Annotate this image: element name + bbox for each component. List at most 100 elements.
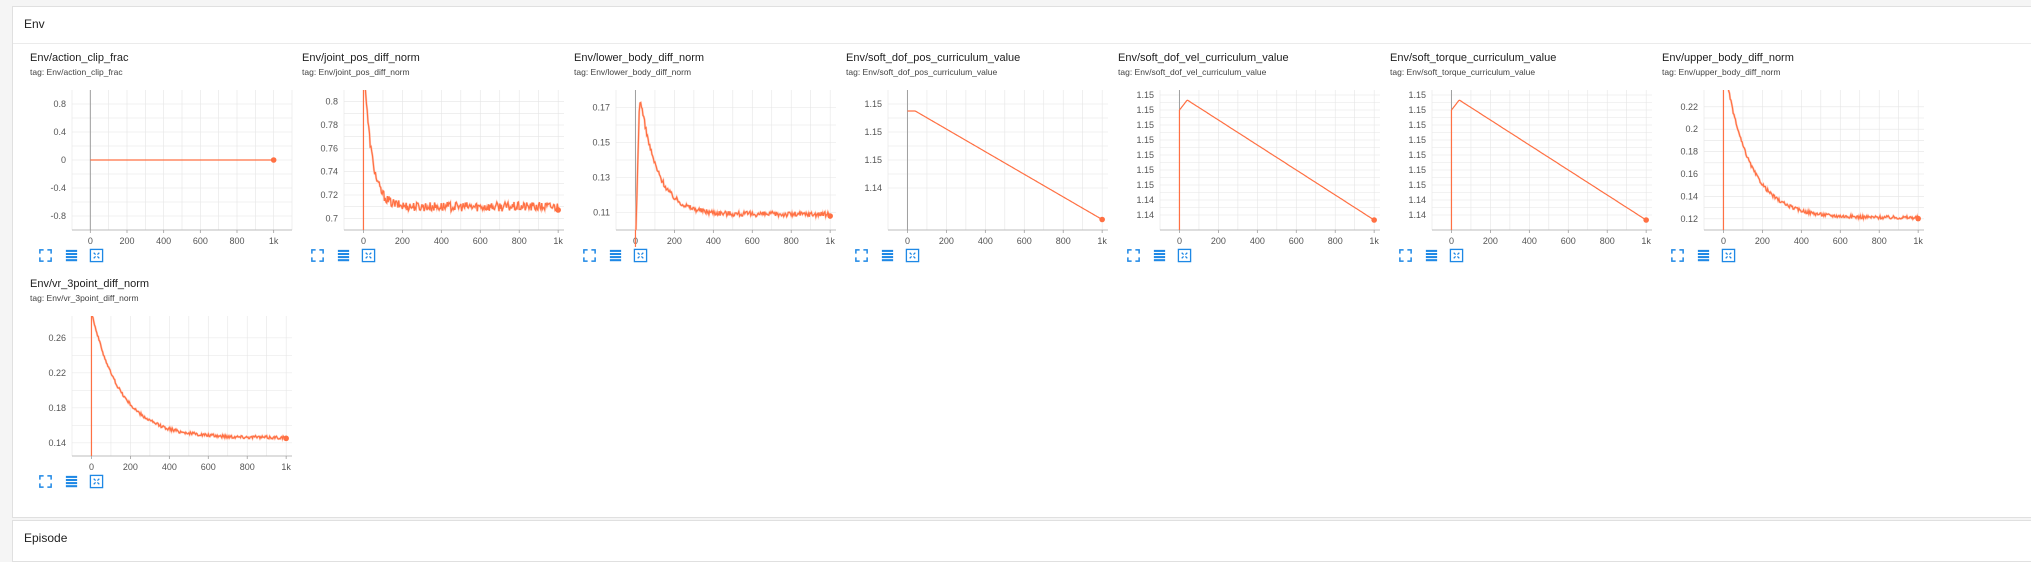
chart-card: Env/vr_3point_diff_norm tag: Env/vr_3poin… [14,226,292,489]
fullscreen-icon[interactable] [310,248,325,263]
data-table-icon[interactable] [64,248,79,263]
y-tick-label: 0.17 [592,103,610,113]
x-tick-label: 200 [1483,236,1498,246]
last-point-marker [555,207,561,213]
chart-card: Env/soft_dof_vel_curriculum_value tag: En… [1102,0,1380,263]
chart-card: Env/soft_torque_curriculum_value tag: Env… [1374,0,1652,263]
line-chart[interactable]: 0.26 0.22 0.18 0.14 0 200 400 600 800 1k [14,308,292,478]
x-tick-label: 400 [1250,236,1265,246]
chart-card: Env/action_clip_frac tag: Env/action_clip… [14,0,293,263]
x-tick-label: 0 [1177,236,1182,246]
y-tick-label: 1.14 [864,183,882,193]
y-tick-label: 1.15 [1408,150,1426,160]
chart-title: Env/soft_dof_pos_curriculum_value [846,52,1021,64]
x-tick-label: 1k [281,462,291,472]
x-tick-label: 0 [89,462,94,472]
fit-domain-icon[interactable] [633,248,648,263]
section-title-env[interactable]: Env [24,17,45,31]
y-tick-label: 1.14 [1136,195,1154,205]
data-table-icon[interactable] [1424,248,1439,263]
chart-tag: tag: Env/vr_3point_diff_norm [30,293,139,303]
x-tick-label: 600 [745,236,760,246]
y-tick-label: 0.76 [320,143,338,153]
x-tick-label: 0 [1721,236,1726,246]
y-tick-label: 1.15 [1136,135,1154,145]
data-table-icon[interactable] [608,248,623,263]
y-tick-label: 1.15 [1136,180,1154,190]
fullscreen-icon[interactable] [854,248,869,263]
last-point-marker [1643,217,1649,223]
data-table-icon[interactable] [880,248,895,263]
data-table-icon[interactable] [1152,248,1167,263]
line-chart[interactable]: 0.8 0.78 0.76 0.74 0.72 0.7 0 200 400 600 800 1k [286,82,564,252]
y-tick-label: 0 [61,155,66,165]
last-point-marker [1915,215,1921,222]
fit-domain-icon[interactable] [1721,248,1736,263]
x-tick-label: 800 [229,236,244,246]
x-tick-label: 800 [1872,236,1887,246]
y-tick-label: 0.22 [1680,102,1698,112]
line-chart[interactable]: 0.22 0.2 0.18 0.16 0.14 0.12 0 200 400 600 800 1k [1646,82,1924,252]
section-env: Env [12,6,2031,518]
x-tick-label: 800 [512,236,527,246]
line-chart[interactable]: 1.15 1.15 1.15 1.15 1.15 1.15 1.15 1.14 1.14 0 200… [1102,82,1380,252]
x-tick-label: 600 [193,236,208,246]
line-chart[interactable]: 1.15 1.15 1.15 1.14 0 200 400 600 800 1k [830,82,1108,252]
chart-card: Env/soft_dof_pos_curriculum_value tag: En… [830,0,1108,263]
y-tick-label: 1.15 [864,127,882,137]
x-tick-label: 800 [1056,236,1071,246]
x-tick-label: 1k [825,236,835,246]
fit-domain-icon[interactable] [1449,248,1464,263]
chart-tag: tag: Env/action_clip_frac [30,67,123,77]
x-tick-label: 400 [978,236,993,246]
y-tick-label: 0.7 [325,213,338,223]
y-tick-label: 0.13 [592,173,610,183]
x-tick-label: 200 [667,236,682,246]
fullscreen-icon[interactable] [38,474,53,489]
y-tick-label: 1.15 [1408,105,1426,115]
last-point-marker [283,435,289,442]
chart-title: Env/upper_body_diff_norm [1662,52,1794,64]
y-tick-label: 0.2 [1685,124,1698,134]
x-tick-label: 800 [1328,236,1343,246]
x-tick-label: 800 [1600,236,1615,246]
x-tick-label: 400 [162,462,177,472]
x-tick-label: 800 [240,462,255,472]
x-tick-label: 600 [1833,236,1848,246]
y-tick-label: 0.14 [48,438,66,448]
fullscreen-icon[interactable] [1398,248,1413,263]
fit-domain-icon[interactable] [361,248,376,263]
fullscreen-icon[interactable] [582,248,597,263]
data-table-icon[interactable] [1696,248,1711,263]
fullscreen-icon[interactable] [1126,248,1141,263]
chart-title: Env/lower_body_diff_norm [574,52,705,64]
y-tick-label: 0.22 [48,368,66,378]
section-title-episode[interactable]: Episode [24,531,68,545]
x-tick-label: 1k [269,236,279,246]
x-tick-label: 1k [1913,236,1923,246]
y-tick-label: 1.15 [1136,120,1154,130]
fit-domain-icon[interactable] [1177,248,1192,263]
fit-domain-icon[interactable] [905,248,920,263]
last-point-marker [1099,216,1105,223]
x-tick-label: 0 [1449,236,1454,246]
line-chart[interactable]: 1.15 1.15 1.15 1.15 1.15 1.15 1.15 1.14 1.14 0 200… [1374,82,1652,252]
line-chart[interactable]: 0.170.150.130.1102004006008001k [558,82,836,252]
data-table-icon[interactable] [336,248,351,263]
x-tick-label: 400 [1794,236,1809,246]
fullscreen-icon[interactable] [38,248,53,263]
y-tick-label: 0.8 [53,99,66,109]
y-tick-label: 1.15 [1408,135,1426,145]
series-line [1179,99,1375,221]
x-tick-label: 1k [553,236,563,246]
x-tick-label: 1k [1369,236,1379,246]
fullscreen-icon[interactable] [1670,248,1685,263]
line-chart[interactable]: 0.8 0.4 0 -0.4 -0.8 0 200 400 600 800 1k [14,82,293,252]
series-line [635,101,831,230]
x-tick-label: 600 [473,236,488,246]
series-line [91,316,287,441]
y-tick-label: 1.15 [1408,165,1426,175]
fit-domain-icon[interactable] [89,474,104,489]
data-table-icon[interactable] [64,474,79,489]
fit-domain-icon[interactable] [89,248,104,263]
